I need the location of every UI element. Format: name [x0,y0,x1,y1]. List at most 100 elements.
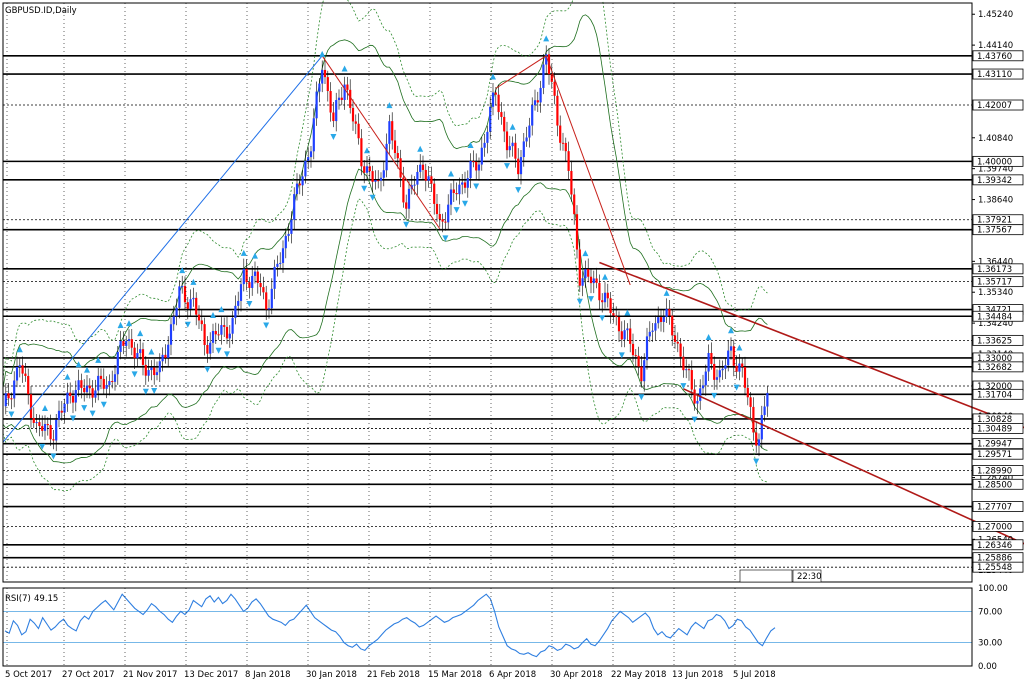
candle-body [253,271,257,276]
y-tick-label: 1.28740 [978,474,1013,484]
candle-body [368,166,371,172]
candle-body [256,271,259,283]
price-level-box [972,539,1024,551]
candle-body [374,180,377,182]
candle-body [38,422,41,427]
candle-body [643,360,646,382]
candle-body [651,330,654,332]
candle-body [83,387,86,393]
candle-body [94,390,97,398]
bollinger-outer-lower [2,198,768,491]
candle-body [603,292,607,303]
candle-body [335,100,338,122]
candle-body [119,341,122,352]
candle-body [536,100,539,103]
price-frame [2,2,973,583]
period-box [739,569,793,583]
candle-body [564,142,567,152]
fractal-up-marker [42,405,48,412]
candle-body [363,166,366,173]
fractal-down-marker [588,296,594,303]
x-tick-label: 13 Jun 2018 [672,670,723,680]
candle-body [155,372,159,376]
candle-body [752,406,755,433]
candle-body [382,170,385,178]
fractal-down-marker [361,185,368,192]
fractal-up-marker [509,123,516,130]
candle-body [214,331,217,335]
candle-body [416,171,419,185]
candle-body [556,95,559,126]
trend-line [495,55,547,89]
fractal-up-marker [341,65,348,72]
candle-body [32,417,35,423]
fractal-down-marker [442,235,449,242]
candle-body [125,341,128,346]
candle-body [315,91,318,119]
candle-body [531,105,534,126]
candle-body [77,380,80,390]
candle-body [365,166,369,173]
rsi-tick-label: 70.00 [978,607,1002,617]
fractal-down-marker [618,352,625,359]
candle-body [24,373,27,376]
fractal-down-marker [504,163,510,170]
candle-body [301,176,304,186]
candle-body [570,170,573,195]
candle-body [517,158,520,175]
price-panel[interactable] [2,0,1024,568]
candle-body [419,164,422,172]
candle-body [234,305,237,318]
fractal-down-marker [680,383,687,390]
candle-body [615,315,618,317]
candle-body [665,308,668,317]
price-level-label: 1.33000 [977,354,1012,364]
candle-body [251,275,254,288]
candle-body [262,287,265,293]
candle-body [497,94,500,113]
candle-body [183,286,187,303]
candle-body [88,385,91,389]
fractal-up-marker [582,250,589,257]
candle-body [511,142,514,147]
fractal-down-marker [473,183,480,190]
fractal-down-marker [733,384,740,391]
price-level-label: 1.27707 [977,503,1012,513]
x-tick-label: 21 Nov 2017 [123,670,177,680]
candle-body [648,331,651,337]
y-tick-label: 1.34240 [978,319,1013,329]
candle-body [483,142,486,148]
fractal-down-marker [224,351,230,358]
candle-body [349,89,352,108]
candle-body [57,410,61,420]
candle-body [167,344,170,358]
candle-body [178,286,181,308]
price-level-label: 1.43110 [977,70,1012,80]
candle-body [421,164,425,170]
candle-body [211,331,215,343]
rsi-panel[interactable] [3,593,972,658]
candle-body [332,112,335,122]
price-level-label: 1.30828 [977,415,1012,425]
fractal-up-marker [179,267,186,274]
fractal-down-marker [369,194,376,201]
fractal-up-marker [64,373,71,380]
candle-body [197,314,201,321]
candle-body [407,188,411,209]
candle-body [122,341,125,346]
candle-body [7,393,10,399]
price-level-box [972,334,1024,346]
price-level-box [972,310,1024,322]
candle-body [307,157,310,161]
fractal-down-marker [638,394,645,401]
candle-body [309,151,313,158]
candle-body [379,177,383,181]
candle-body [105,384,108,389]
candle-body [438,214,441,220]
candle-body [673,335,677,342]
fractal-up-marker [84,366,90,373]
fractal-up-marker [190,278,197,285]
candle-body [413,184,416,186]
